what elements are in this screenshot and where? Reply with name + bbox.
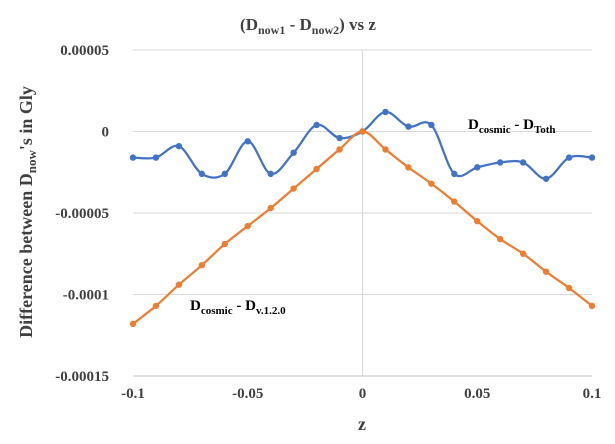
data-point-series-1 (474, 217, 481, 225)
data-point-series-1 (497, 235, 504, 243)
data-point-series-0 (497, 159, 504, 166)
data-point-series-0 (565, 154, 573, 161)
x-tick-label: 0.05 (464, 386, 490, 402)
data-point-series-1 (405, 164, 412, 171)
data-point-series-1 (290, 185, 297, 192)
y-tick-label: -0.00015 (55, 369, 109, 385)
data-point-series-1 (565, 284, 573, 292)
data-point-series-0 (129, 154, 137, 161)
data-point-series-0 (451, 170, 458, 178)
x-axis-title: z (358, 414, 366, 434)
y-tick-label: -0.0001 (63, 288, 109, 304)
series-lines (129, 108, 596, 328)
data-point-series-1 (359, 128, 366, 135)
y-tick-label: 0 (102, 125, 110, 141)
data-point-series-1 (428, 180, 435, 187)
data-point-series-1 (129, 320, 137, 328)
data-point-series-1 (198, 261, 206, 269)
data-point-series-1 (221, 240, 228, 248)
data-point-series-0 (152, 154, 160, 161)
data-point-series-1 (175, 281, 183, 288)
chart-title: (Dnow1 - Dnow2) vs z (240, 15, 376, 37)
gridlines (133, 49, 592, 377)
data-point-series-1 (313, 165, 320, 173)
data-point-series-0 (428, 121, 435, 129)
data-point-series-0 (290, 149, 297, 156)
x-tick-label: 0 (359, 386, 367, 402)
data-point-series-1 (451, 198, 458, 205)
data-point-series-0 (382, 108, 389, 116)
data-point-series-0 (405, 123, 412, 130)
data-point-series-0 (588, 154, 596, 161)
y-axis-title: Difference between Dnow's in Gly (16, 86, 39, 338)
y-tick-label: -0.00005 (55, 206, 109, 222)
data-point-series-1 (588, 302, 596, 310)
data-point-series-0 (244, 138, 251, 145)
data-point-series-1 (267, 204, 274, 212)
x-tick-label: 0.1 (583, 386, 602, 402)
data-point-series-0 (175, 142, 183, 150)
data-point-series-0 (519, 159, 527, 166)
data-point-series-0 (542, 175, 550, 182)
x-tick-label: -0.05 (232, 386, 263, 402)
data-point-series-0 (221, 170, 228, 178)
data-point-series-1 (152, 302, 160, 310)
data-point-series-0 (267, 170, 274, 178)
data-point-series-1 (336, 146, 343, 153)
y-tick-labels: 0.00005 0 -0.00005 -0.0001 -0.00015 (55, 43, 109, 385)
data-point-series-0 (198, 170, 206, 178)
data-point-series-1 (542, 268, 550, 275)
data-point-series-1 (519, 250, 527, 257)
annotation-cosmic-v120: Dcosmic - Dv.1.2.0 (190, 298, 286, 317)
x-tick-labels: -0.1 -0.05 0 0.05 0.1 (121, 386, 601, 402)
data-point-series-1 (244, 222, 251, 230)
data-point-series-0 (313, 121, 320, 129)
data-point-series-1 (382, 146, 389, 153)
data-point-series-0 (336, 134, 343, 142)
y-tick-label: 0.00005 (60, 43, 109, 59)
data-point-series-0 (474, 164, 481, 171)
x-tick-label: -0.1 (121, 386, 145, 402)
annotation-cosmic-toth: Dcosmic - DToth (468, 117, 556, 136)
